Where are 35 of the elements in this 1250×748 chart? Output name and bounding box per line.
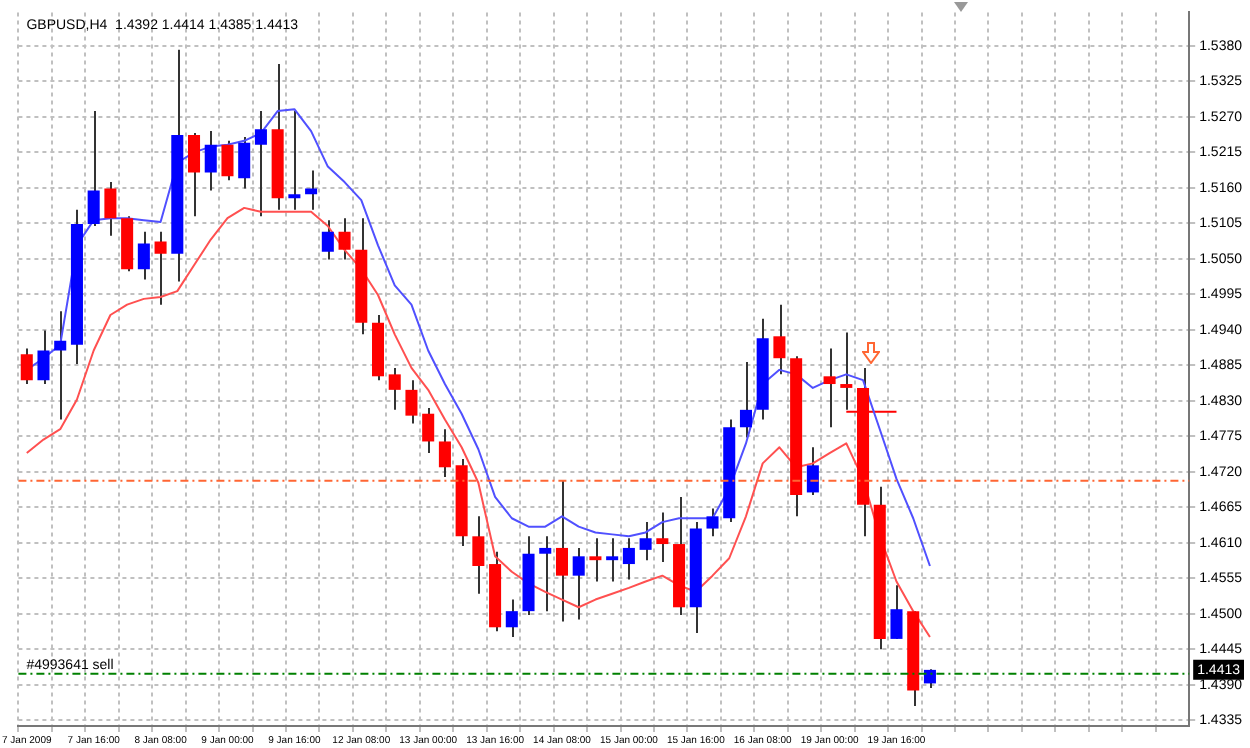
candlestick bbox=[87, 110, 100, 227]
candlestick bbox=[890, 584, 903, 640]
candlestick bbox=[539, 535, 552, 613]
candlestick bbox=[806, 446, 819, 497]
candlestick bbox=[438, 428, 451, 478]
candlestick bbox=[823, 347, 836, 429]
candlestick bbox=[739, 361, 752, 439]
candlestick bbox=[288, 110, 301, 211]
candlestick bbox=[572, 546, 585, 621]
candlestick bbox=[154, 230, 167, 306]
candlestick bbox=[656, 511, 669, 564]
candlestick bbox=[104, 181, 117, 237]
candlestick bbox=[204, 130, 217, 192]
candlestick bbox=[338, 217, 351, 261]
candlestick bbox=[505, 598, 518, 638]
candlestick bbox=[254, 110, 267, 218]
candlestick bbox=[405, 379, 418, 425]
candlestick bbox=[388, 366, 401, 411]
candlestick bbox=[221, 139, 234, 182]
candlestick bbox=[622, 537, 635, 581]
candlestick bbox=[188, 132, 201, 218]
candlestick bbox=[238, 135, 251, 190]
candlestick bbox=[706, 507, 719, 538]
candlestick bbox=[472, 515, 485, 595]
candlestick bbox=[589, 537, 602, 583]
candlestick bbox=[37, 329, 50, 386]
candlestick bbox=[20, 347, 33, 386]
candlestick bbox=[54, 310, 67, 421]
candlestick bbox=[422, 406, 435, 455]
candlestick bbox=[606, 537, 619, 583]
candlestick bbox=[773, 303, 786, 376]
candlestick bbox=[555, 479, 568, 623]
candlestick bbox=[137, 230, 150, 281]
candlestick bbox=[321, 219, 334, 261]
candlestick bbox=[639, 521, 652, 562]
